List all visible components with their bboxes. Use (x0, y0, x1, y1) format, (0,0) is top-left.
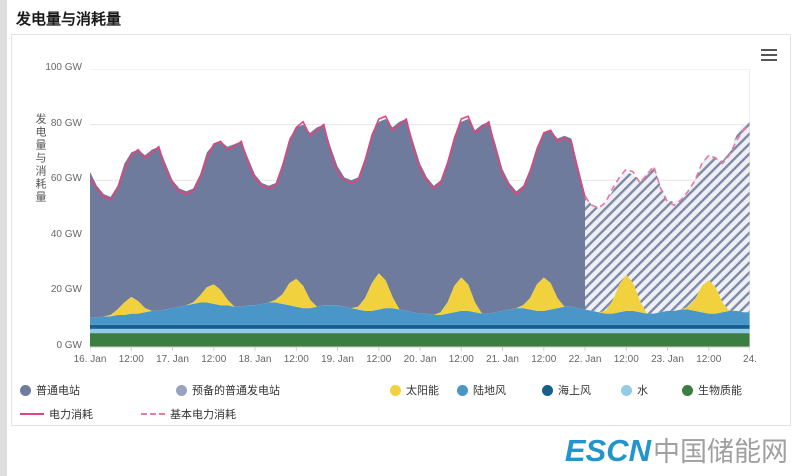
legend-item-海上风[interactable]: 海上风 (542, 382, 591, 398)
legend-label: 预备的普通发电站 (192, 385, 280, 397)
legend-label: 海上风 (558, 385, 591, 397)
legend-item-预备的普通发电站[interactable]: 预备的普通发电站 (176, 382, 280, 398)
x-axis-label: 16. Jan (73, 354, 107, 365)
x-axis-label: 12:00 (283, 354, 309, 365)
x-axis-label: 12:00 (448, 354, 474, 365)
y-axis-title: 发电量与消耗量 (34, 113, 46, 204)
legend-marker (20, 384, 31, 396)
page-title: 发电量与消耗量 (16, 11, 122, 28)
area-conventional (90, 119, 585, 318)
y-axis-label: 20 GW (50, 284, 82, 296)
area-biomass (90, 333, 750, 347)
hamburger-menu-icon[interactable] (761, 49, 778, 64)
logo-chinese-text: 中国储能网 (653, 437, 788, 467)
x-axis-label: 12:00 (531, 354, 557, 365)
logo-escn-text: ESCN (564, 433, 651, 468)
legend-marker (542, 384, 553, 396)
x-axis-label: 20. Jan (403, 354, 437, 365)
legend-item-基本电力消耗[interactable]: 基本电力消耗 (141, 406, 236, 422)
x-axis-label: 21. Jan (486, 354, 519, 365)
x-axis-label: 12:00 (696, 354, 722, 365)
legend-label: 普通电站 (36, 385, 80, 397)
y-axis-label: 100 GW (45, 62, 82, 73)
chart-plot[interactable] (90, 69, 750, 353)
legend-marker (682, 384, 693, 396)
legend-label: 生物质能 (698, 385, 742, 397)
legend-item-电力消耗[interactable]: 电力消耗 (20, 406, 93, 422)
line-consumption (90, 115, 586, 201)
area-onshore (90, 302, 750, 325)
legend-line-sample (20, 413, 44, 415)
x-axis-label: 12:00 (613, 354, 639, 365)
legend-row-lines: 电力消耗 基本电力消耗 (20, 406, 782, 422)
legend-label: 水 (637, 385, 648, 397)
area-offshore (90, 324, 750, 329)
x-axis-label: 22. Jan (568, 354, 602, 365)
legend-row-series: 普通电站 预备的普通发电站 太阳能 陆地风 海上风 水 生物质能 (20, 382, 782, 398)
x-axis-label: 12:00 (366, 354, 392, 365)
page-left-strip (0, 0, 7, 476)
x-axis-label: 12:00 (118, 354, 144, 365)
legend-item-生物质能[interactable]: 生物质能 (682, 382, 742, 398)
legend-marker (457, 384, 468, 396)
x-axis-label: 18. Jan (238, 354, 272, 365)
legend-marker (176, 384, 187, 396)
legend-item-太阳能[interactable]: 太阳能 (390, 382, 439, 398)
area-water (90, 328, 750, 334)
area-conventional-reserve (585, 121, 750, 314)
y-axis-label: 0 GW (56, 340, 82, 351)
area-solar (90, 273, 750, 318)
legend-label: 太阳能 (406, 385, 439, 397)
legend-item-陆地风[interactable]: 陆地风 (457, 382, 506, 398)
legend-label: 基本电力消耗 (170, 409, 236, 421)
x-axis-label: 19. Jan (321, 354, 354, 365)
x-axis-label: 23. Jan (651, 354, 684, 365)
legend-line-sample (141, 413, 165, 415)
legend-marker (621, 384, 632, 396)
legend-label: 陆地风 (473, 385, 506, 397)
legend-label: 电力消耗 (49, 409, 93, 421)
legend-marker (390, 384, 401, 396)
legend-item-普通电站[interactable]: 普通电站 (20, 382, 80, 398)
line-base-consumption (584, 123, 750, 209)
x-axis-label: 17. Jan (156, 354, 189, 365)
x-axis-label: 24. (743, 354, 757, 365)
legend-item-水[interactable]: 水 (621, 382, 648, 398)
x-axis-label: 12:00 (201, 354, 227, 365)
escn-logo: ESCN 中国储能网 (565, 430, 788, 469)
chart-card: 发电量与消耗量 100 GW 80 GW 60 GW 40 GW 20 GW 0 GW 1… (11, 34, 791, 426)
